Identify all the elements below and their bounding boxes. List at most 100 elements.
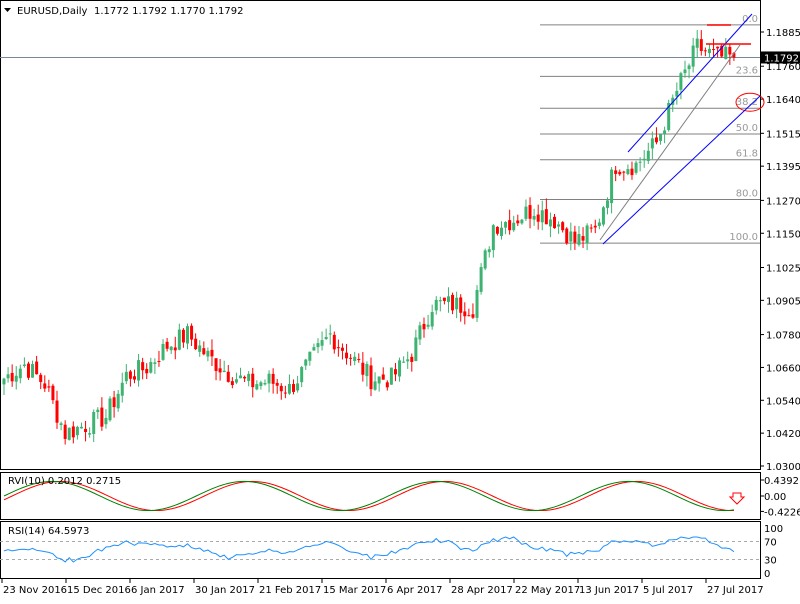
candle-body (655, 137, 658, 142)
rvi-label: RVI(10) 0.2012 0.2715 (8, 476, 121, 487)
candle-body (504, 222, 507, 228)
candle-body (341, 348, 344, 351)
candle-body (492, 225, 495, 250)
candle-body (166, 342, 169, 349)
candle-body (263, 383, 266, 384)
candle-body (626, 169, 629, 174)
candle-body (663, 130, 666, 133)
candle-body (133, 376, 136, 379)
rsi-tick-label: 30 (764, 556, 777, 567)
price-tick-label: 1.0660 (766, 363, 800, 374)
candle-body (480, 267, 483, 292)
candle-body (378, 376, 381, 383)
time-tick-label: 23 Nov 2016 (3, 585, 67, 596)
candle-body (178, 330, 181, 350)
candle-body (121, 383, 124, 396)
fib-level-label: 80.0 (736, 188, 758, 199)
ohlc-values: 1.1772 1.1792 1.1770 1.1792 (94, 6, 244, 17)
candle-body (647, 151, 650, 161)
channel-mid-line (600, 45, 740, 240)
time-tick-label: 6 Jan 2017 (131, 585, 185, 596)
symbol-timeframe: EURUSD,Daily (17, 6, 88, 17)
candle-body (109, 399, 112, 421)
candle-body (439, 300, 442, 301)
candle-body (72, 426, 75, 437)
candle-body (104, 418, 107, 424)
candle-body (80, 427, 83, 429)
price-tick-label: 1.1150 (766, 229, 800, 240)
time-tick-label: 13 Jun 2017 (579, 585, 639, 596)
candle-body (541, 210, 544, 222)
candle-body (243, 377, 246, 379)
candle-body (31, 364, 34, 378)
candle-body (19, 369, 22, 379)
candle-body (64, 425, 67, 439)
candle-body (235, 379, 238, 382)
candle-body (198, 345, 201, 351)
candle-body (210, 350, 213, 357)
candle-body (96, 410, 99, 412)
candle-body (435, 300, 438, 310)
candle-body (312, 347, 315, 350)
fib-level-label: 100.0 (729, 232, 758, 243)
candle-body (675, 91, 678, 97)
candle-body (345, 353, 348, 359)
candle-body (683, 69, 686, 73)
price-tick-label: 1.1270 (766, 196, 800, 207)
rsi-line (4, 537, 734, 562)
candle-body (386, 382, 389, 387)
candle-body (251, 374, 254, 387)
time-tick-label: 15 Mar 2017 (323, 585, 386, 596)
candle-body (512, 223, 515, 230)
candle-body (43, 383, 46, 388)
candle-body (145, 369, 148, 373)
candle-body (451, 295, 454, 310)
candle-body (357, 359, 360, 360)
candle-body (643, 159, 646, 161)
candle-body (382, 374, 385, 379)
candle-body (60, 423, 63, 425)
candle-body (361, 363, 364, 375)
candle-body (129, 371, 132, 378)
candle-body (447, 296, 450, 302)
price-tick-label: 1.0300 (766, 462, 800, 473)
candle-body (284, 393, 287, 394)
dropdown-triangle-icon[interactable] (4, 8, 11, 12)
rsi-tick-label: 100 (764, 524, 783, 535)
candle-body (23, 365, 26, 366)
candle-body (724, 47, 727, 59)
candle-body (11, 373, 14, 381)
candle-body (565, 229, 568, 244)
candle-body (471, 314, 474, 317)
price-tick-label: 1.0420 (766, 429, 800, 440)
candle-body (602, 207, 605, 224)
candle-body (508, 220, 511, 230)
candle-body (423, 324, 426, 329)
candle-body (545, 209, 548, 224)
channel-upper-line (628, 14, 752, 152)
candle-body (500, 228, 503, 236)
candle-body (325, 337, 328, 339)
candle-body (276, 383, 279, 386)
price-tick-label: 1.0540 (766, 396, 800, 407)
candle-body (410, 357, 413, 362)
candle-body (524, 207, 527, 219)
candle-body (239, 376, 242, 379)
candle-body (300, 367, 303, 382)
down-arrow-icon (730, 493, 744, 504)
time-tick-label: 22 May 2017 (515, 585, 580, 596)
fib-level-label: 61.8 (736, 149, 758, 160)
candle-body (215, 358, 218, 371)
candle-body (418, 325, 421, 339)
candle-body (370, 365, 373, 389)
fib-level-label: 23.6 (736, 65, 758, 76)
candle-body (255, 384, 258, 389)
candle-body (728, 47, 731, 55)
candle-body (630, 169, 633, 175)
candle-body (268, 374, 271, 384)
candle-body (125, 372, 128, 381)
candle-body (679, 73, 682, 90)
candle-body (304, 360, 307, 366)
